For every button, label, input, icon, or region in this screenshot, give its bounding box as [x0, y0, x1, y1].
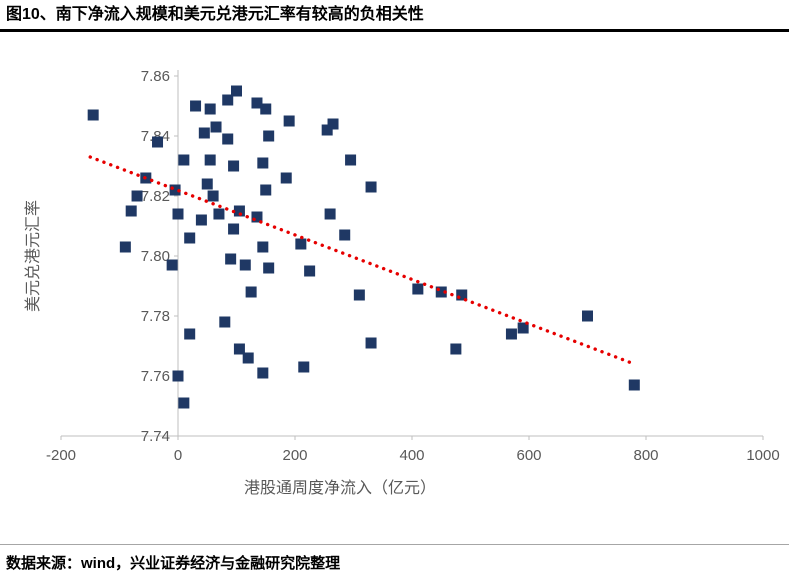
- scatter-point: [228, 160, 240, 172]
- scatter-point: [225, 253, 237, 265]
- scatter-point: [201, 178, 213, 190]
- scatter-point: [339, 229, 351, 241]
- scatter-point: [327, 118, 339, 130]
- scatter-chart-svg: 7.747.767.787.807.827.847.86-20002004006…: [24, 68, 780, 497]
- scatter-point: [87, 109, 99, 121]
- trend-line: [88, 155, 636, 366]
- scatter-point: [283, 115, 295, 127]
- scatter-point: [304, 265, 316, 277]
- scatter-point: [435, 286, 447, 298]
- scatter-point: [239, 259, 251, 271]
- figure-title: 图10、南下净流入规模和美元兑港元汇率有较高的负相关性: [6, 6, 424, 23]
- scatter-point: [517, 322, 529, 334]
- figure-title-bar: 图10、南下净流入规模和美元兑港元汇率有较高的负相关性: [0, 0, 789, 32]
- x-tick-label: -200: [46, 447, 76, 464]
- y-tick-label: 7.86: [141, 68, 170, 85]
- scatter-point: [169, 184, 181, 196]
- scatter-chart: 7.747.767.787.807.827.847.86-20002004006…: [0, 36, 789, 506]
- scatter-point: [204, 154, 216, 166]
- scatter-point: [131, 190, 143, 202]
- scatter-point: [184, 232, 196, 244]
- x-tick-label: 0: [174, 447, 182, 464]
- scatter-point: [207, 190, 219, 202]
- scatter-point: [295, 238, 307, 250]
- x-tick-label: 1000: [746, 447, 779, 464]
- x-tick-label: 400: [399, 447, 424, 464]
- scatter-point: [251, 211, 263, 223]
- scatter-point: [125, 205, 137, 217]
- data-source-block: 数据来源：wind，兴业证券经济与金融研究院整理: [0, 544, 789, 573]
- y-tick-label: 7.80: [141, 248, 170, 265]
- scatter-point: [321, 124, 333, 136]
- scatter-point: [456, 289, 468, 301]
- scatter-point: [190, 100, 202, 112]
- scatter-point: [260, 184, 272, 196]
- x-tick-label: 800: [633, 447, 658, 464]
- x-tick-label: 200: [282, 447, 307, 464]
- scatter-point: [231, 85, 242, 97]
- scatter-point: [178, 154, 190, 166]
- scatter-point: [263, 130, 275, 142]
- scatter-point: [166, 259, 178, 271]
- y-tick-label: 7.78: [141, 308, 170, 325]
- scatter-point: [365, 337, 377, 349]
- scatter-point: [280, 172, 292, 184]
- scatter-point: [257, 241, 269, 253]
- scatter-point: [628, 379, 640, 391]
- scatter-point: [582, 310, 593, 322]
- scatter-point: [213, 208, 225, 220]
- scatter-point: [119, 241, 131, 253]
- scatter-point: [195, 214, 207, 226]
- y-tick-label: 7.76: [141, 368, 170, 385]
- scatter-point: [245, 286, 257, 298]
- scatter-point: [353, 289, 365, 301]
- scatter-point: [152, 136, 164, 148]
- y-axis-title: 美元兑港元汇率: [24, 200, 42, 312]
- scatter-point: [222, 133, 234, 145]
- scatter-point: [450, 343, 462, 355]
- scatter-point: [242, 352, 254, 364]
- scatter-point: [324, 208, 336, 220]
- y-tick-label: 7.82: [141, 188, 170, 205]
- scatter-point: [251, 97, 263, 109]
- scatter-point: [233, 343, 245, 355]
- scatter-point: [505, 328, 517, 340]
- scatter-point: [172, 370, 184, 382]
- scatter-point: [178, 397, 190, 409]
- scatter-point: [263, 262, 275, 274]
- scatter-point: [298, 361, 310, 373]
- scatter-point: [412, 283, 424, 295]
- y-tick-label: 7.74: [141, 428, 170, 445]
- scatter-point: [233, 205, 245, 217]
- scatter-point: [204, 103, 216, 115]
- scatter-point: [257, 157, 269, 169]
- scatter-point: [260, 103, 272, 115]
- scatter-point: [172, 208, 184, 220]
- scatter-point: [365, 181, 377, 193]
- x-tick-label: 600: [516, 447, 541, 464]
- spacer: [0, 506, 789, 544]
- scatter-point: [219, 316, 231, 328]
- scatter-point: [210, 121, 222, 133]
- x-axis-title: 港股通周度净流入（亿元）: [244, 479, 436, 497]
- scatter-point: [228, 223, 240, 235]
- scatter-point: [345, 154, 357, 166]
- scatter-point: [222, 94, 234, 106]
- data-source-text: 数据来源：wind，兴业证券经济与金融研究院整理: [6, 555, 341, 572]
- scatter-point: [184, 328, 196, 340]
- scatter-point: [257, 367, 269, 379]
- scatter-point: [198, 127, 210, 139]
